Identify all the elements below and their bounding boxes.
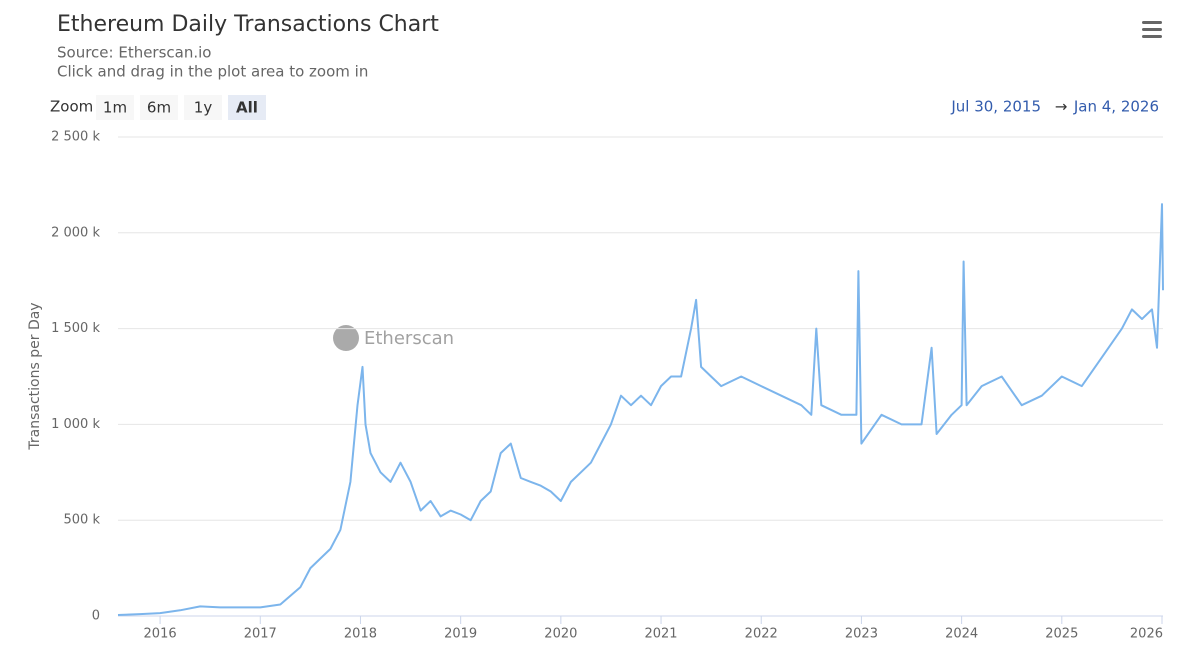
x-tick-label: 2023: [845, 627, 878, 642]
zoom-button-bg: [140, 95, 178, 120]
x-tick-label: 2024: [945, 627, 978, 642]
zoom-button-label: 6m: [147, 99, 171, 117]
x-tick-label: 2022: [745, 627, 778, 642]
y-tick-label: 1 000 k: [51, 417, 100, 432]
menu-button[interactable]: [1142, 21, 1162, 38]
y-tick-label: 2 500 k: [51, 130, 100, 145]
y-tick-label: 0: [92, 609, 100, 624]
zoom-button[interactable]: 1m: [96, 95, 134, 120]
range-to[interactable]: Jan 4, 2026: [1073, 98, 1159, 116]
zoom-button[interactable]: All: [228, 95, 266, 120]
y-tick-label: 500 k: [64, 513, 101, 528]
zoom-button-label: 1y: [194, 99, 213, 117]
zoom-button-bg: [184, 95, 222, 120]
zoom-button-label: All: [236, 99, 258, 117]
zoom-button-bg: [228, 95, 266, 120]
x-tick-label: 2025: [1045, 627, 1078, 642]
x-tick-label: 2026: [1130, 627, 1163, 642]
menu-bar: [1142, 35, 1162, 38]
x-tick-label: 2017: [244, 627, 277, 642]
watermark-text: Etherscan: [364, 328, 454, 349]
data-line: [117, 203, 1164, 616]
menu-bar: [1142, 21, 1162, 24]
zoom-label: Zoom: [50, 98, 93, 116]
zoom-button[interactable]: 1y: [184, 95, 222, 120]
range-from[interactable]: Jul 30, 2015: [950, 98, 1041, 116]
menu-bar: [1142, 28, 1162, 31]
zoom-button-bg: [96, 95, 134, 120]
watermark: Etherscan: [333, 325, 454, 351]
range-separator: →: [1055, 98, 1068, 116]
y-axis-title: Transactions per Day: [27, 302, 43, 450]
y-tick-label: 1 500 k: [51, 321, 100, 336]
zoom-button-label: 1m: [103, 99, 127, 117]
zoom-button[interactable]: 6m: [140, 95, 178, 120]
watermark-logo: [333, 325, 359, 351]
chart-title: Ethereum Daily Transactions Chart: [57, 12, 439, 37]
chart-subtitle: Source: Etherscan.io: [57, 44, 211, 62]
x-tick-label: 2019: [444, 627, 477, 642]
chart-subtitle: Click and drag in the plot area to zoom …: [57, 63, 368, 81]
x-tick-label: 2021: [644, 627, 677, 642]
x-tick-label: 2016: [144, 627, 177, 642]
y-tick-label: 2 000 k: [51, 225, 100, 240]
x-tick-label: 2020: [544, 627, 577, 642]
x-tick-label: 2018: [344, 627, 377, 642]
